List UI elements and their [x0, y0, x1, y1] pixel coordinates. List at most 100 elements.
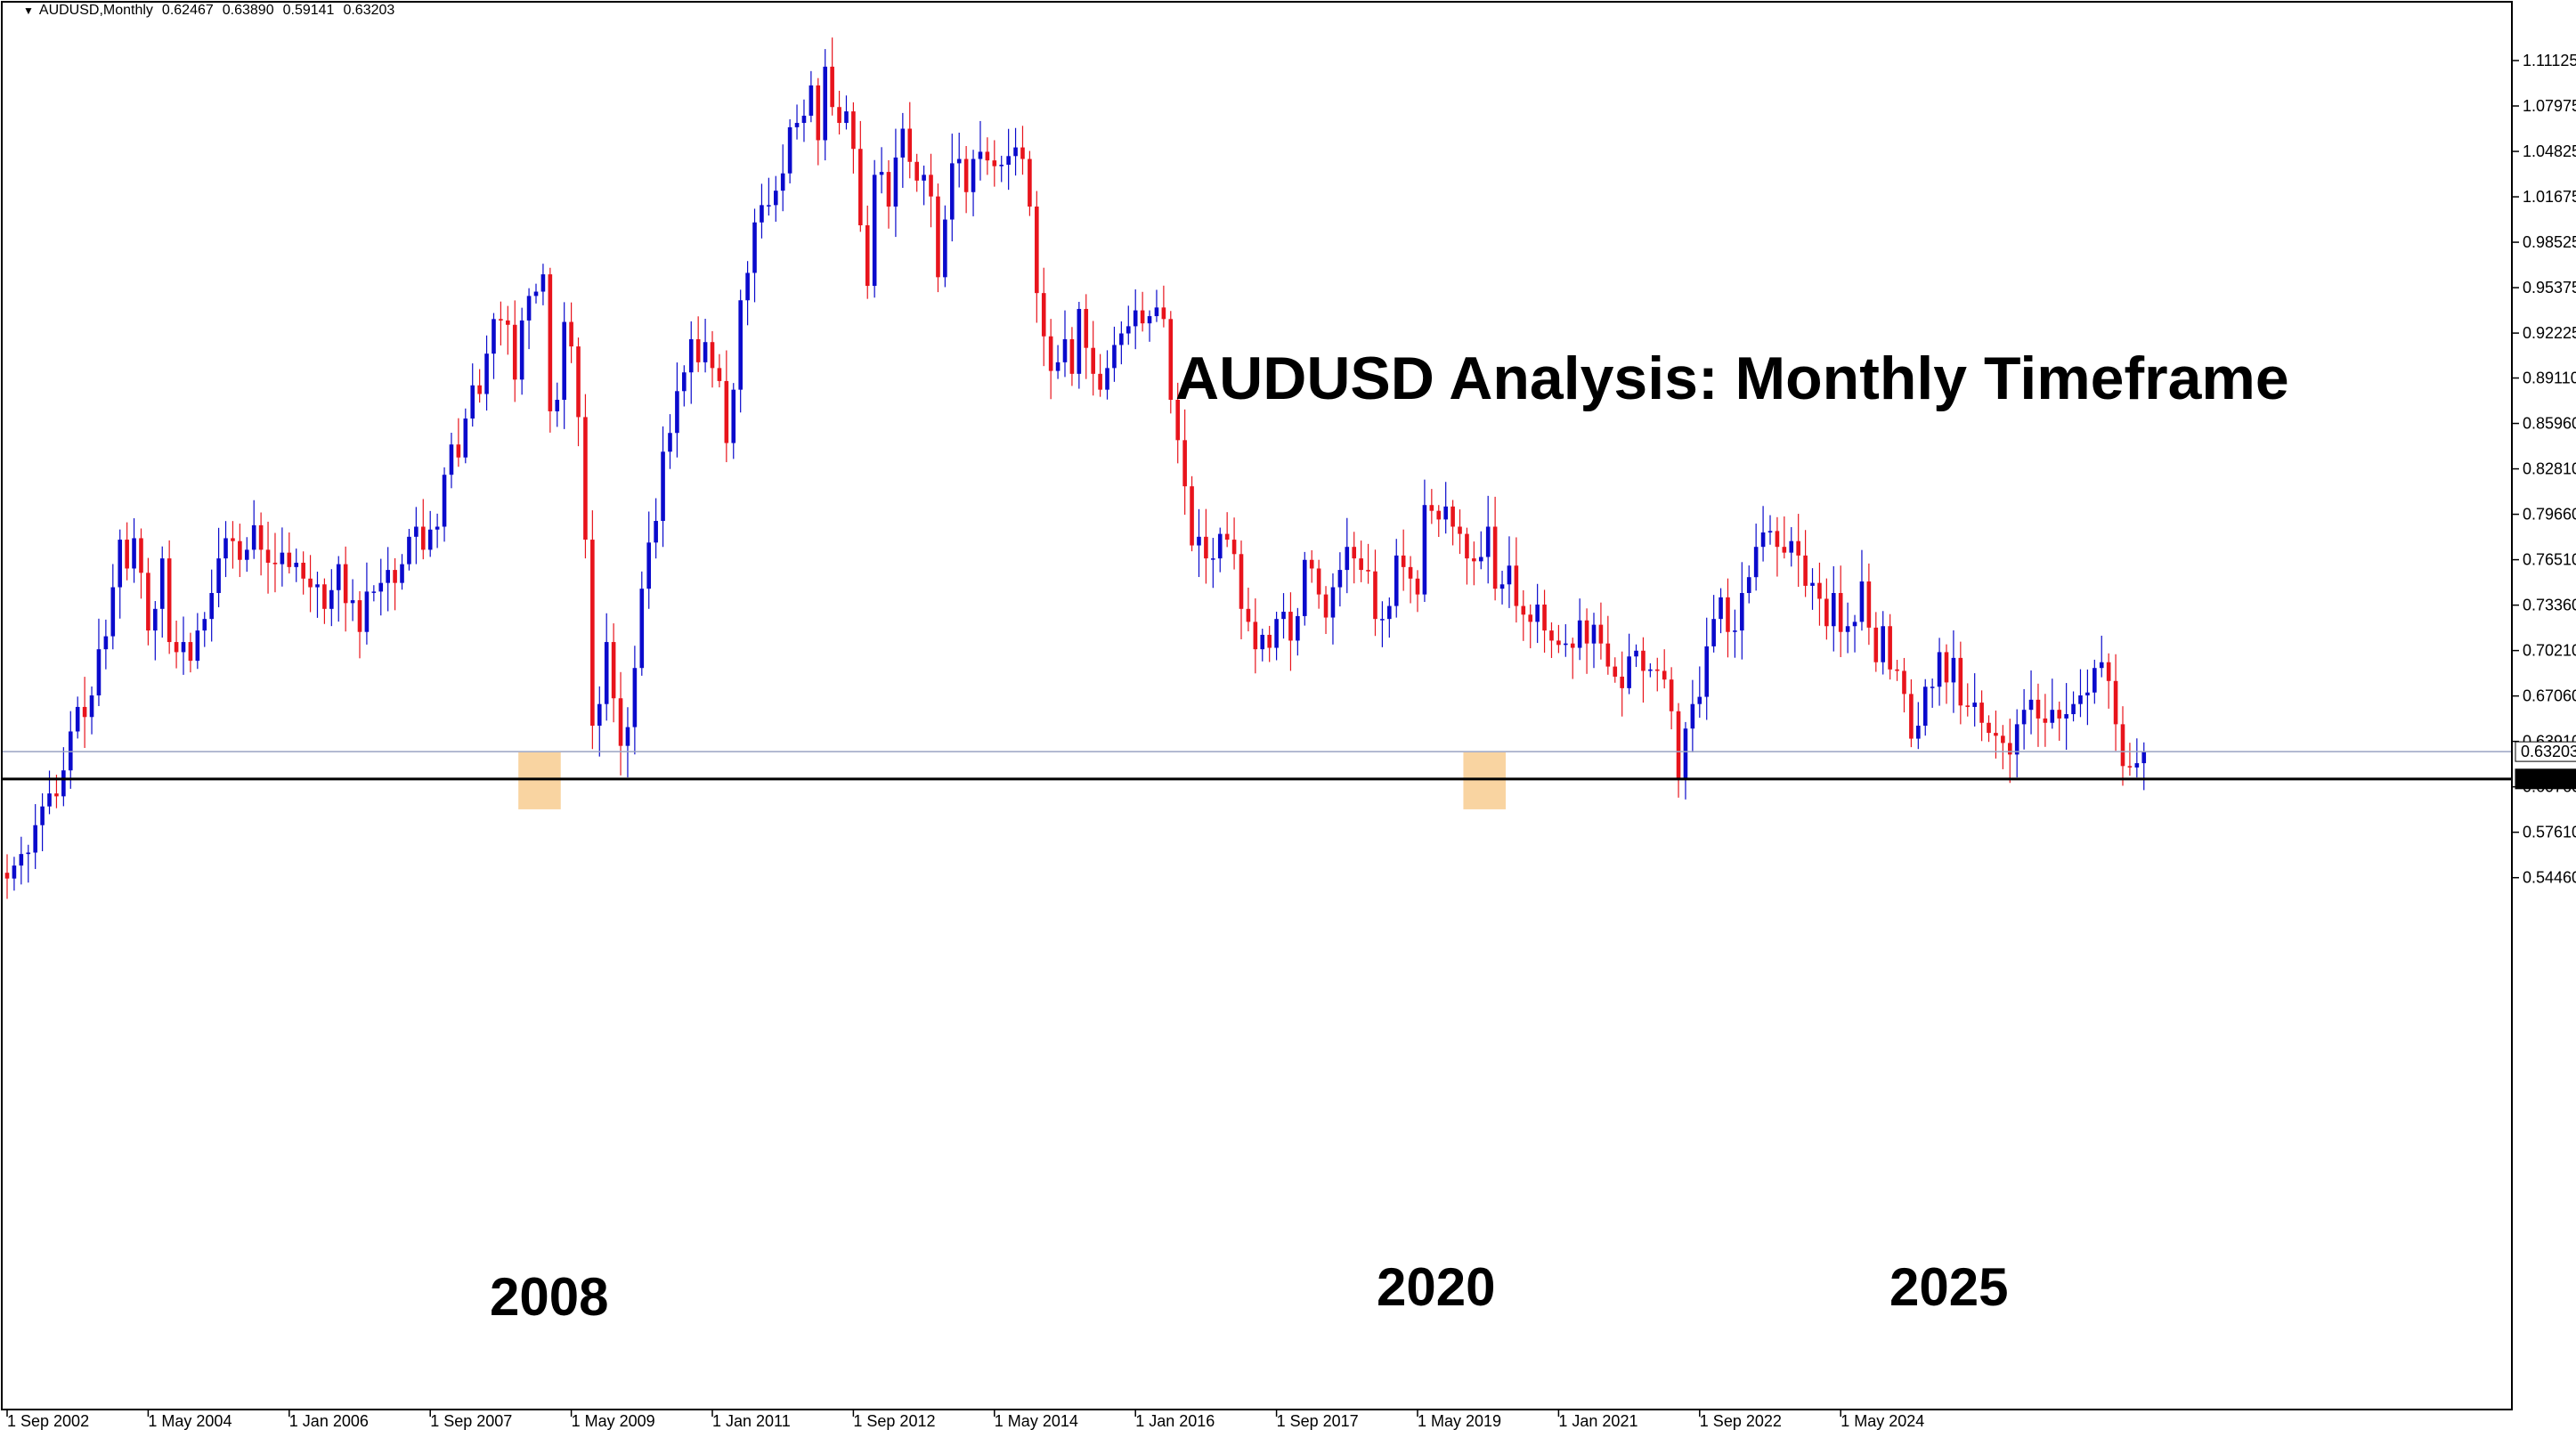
candle-body — [1845, 626, 1850, 632]
candle-body — [1570, 643, 1575, 648]
candle-body — [1514, 565, 1519, 606]
candle-body — [865, 225, 870, 287]
candle-body — [922, 175, 926, 181]
candle-body — [1746, 577, 1751, 594]
current-price-tag — [2515, 741, 2576, 762]
candle-body — [526, 296, 532, 321]
price-tick-label: 1.11125 — [2523, 52, 2576, 69]
candle-body — [1591, 624, 1597, 644]
date-tick-label: 1 Jan 2021 — [1558, 1412, 1637, 1430]
candle-body — [1556, 640, 1561, 646]
date-tick-label: 1 Jan 2011 — [712, 1412, 791, 1430]
candle-body — [251, 524, 256, 550]
candle-body — [1492, 526, 1498, 589]
price-tick-label: 0.73360 — [2523, 597, 2576, 614]
candle-body — [209, 593, 214, 620]
candle-body — [1231, 540, 1237, 555]
candle-body — [174, 642, 179, 653]
candle-body — [1683, 728, 1688, 779]
candle-body — [1175, 399, 1181, 441]
candle-body — [40, 806, 45, 825]
candle-body — [89, 695, 94, 718]
candle-body — [1507, 565, 1512, 585]
candle-body — [1859, 581, 1865, 622]
candle-body — [1239, 554, 1244, 609]
candle-body — [1888, 626, 1892, 670]
candle-body — [1564, 643, 1568, 646]
price-axis: 1.11125 1.07975 1.04825 1.01675 0.98525 0.953… — [2512, 52, 2576, 887]
candle-body — [1528, 614, 1533, 622]
candle-body — [992, 160, 997, 167]
candle-body — [272, 562, 278, 565]
candle-body — [2021, 710, 2027, 725]
candle-body — [1246, 608, 1251, 622]
candle-body — [1408, 566, 1413, 579]
candle-body — [1302, 559, 1307, 616]
candle-body — [1224, 533, 1230, 540]
candle-body — [1387, 605, 1392, 620]
price-tick-label: 0.57610 — [2523, 824, 2576, 841]
collapse-triangle-icon[interactable]: ▼ — [23, 4, 34, 17]
candle-body — [2141, 752, 2147, 764]
candle-body — [258, 524, 264, 550]
candle-body — [1838, 593, 1843, 632]
candle-body — [231, 538, 235, 541]
candle-body — [301, 562, 305, 579]
annotation-2025: 2025 — [1889, 1257, 2008, 1317]
candle-body — [1753, 547, 1759, 578]
symbol-label: AUDUSD,Monthly — [38, 3, 153, 18]
candle-body — [2043, 718, 2048, 723]
candle-body — [773, 191, 778, 206]
candle-body — [1775, 531, 1780, 548]
candle-body — [632, 668, 638, 727]
candle-body — [449, 444, 454, 475]
candle-body — [1006, 156, 1011, 166]
candle-body — [1140, 310, 1145, 324]
candle-body — [703, 342, 708, 362]
candle-body — [1458, 526, 1462, 534]
candle-body — [2028, 699, 2034, 711]
candle-body — [1451, 506, 1455, 527]
candle-body — [1620, 676, 1624, 688]
current-price-label: 0.63203 — [2521, 743, 2576, 760]
candle-body — [1485, 526, 1491, 557]
candle-body — [1895, 669, 1899, 671]
candle-body — [336, 564, 341, 590]
candle-body — [787, 126, 792, 174]
candle-body — [1831, 593, 1836, 627]
candle-body — [1359, 558, 1363, 571]
highlight-zone — [518, 752, 561, 809]
candle-body — [1648, 669, 1653, 671]
candle-body — [914, 161, 919, 181]
candle-body — [1182, 440, 1187, 487]
candle-body — [223, 538, 228, 559]
candle-body — [33, 825, 37, 853]
candle-body — [1866, 581, 1872, 628]
candle-body — [1373, 571, 1377, 620]
annotation-2020: 2020 — [1377, 1257, 1495, 1317]
candle-body — [110, 587, 116, 637]
date-tick-label: 1 Sep 2017 — [1277, 1412, 1359, 1430]
candle-body — [118, 540, 123, 588]
candle-body — [583, 417, 588, 540]
candle-body — [929, 175, 933, 197]
candle-body — [1613, 666, 1618, 677]
candle-body — [1740, 593, 1744, 631]
price-tick-label: 1.01675 — [2523, 188, 2576, 206]
candle-body — [2085, 692, 2090, 695]
candle-body — [661, 451, 665, 522]
candle-body — [1549, 630, 1554, 641]
candle-body — [2099, 662, 2104, 669]
candle-body — [427, 529, 433, 550]
candle-body — [1062, 338, 1068, 362]
date-tick-label: 1 May 2004 — [148, 1412, 232, 1430]
price-tick-label: 0.70210 — [2523, 642, 2576, 660]
candle-body — [2120, 724, 2125, 767]
candle-body — [780, 173, 785, 191]
candle-body — [1690, 703, 1695, 729]
candle-body — [569, 321, 573, 347]
candle-body — [216, 558, 221, 594]
candle-body — [470, 385, 475, 419]
